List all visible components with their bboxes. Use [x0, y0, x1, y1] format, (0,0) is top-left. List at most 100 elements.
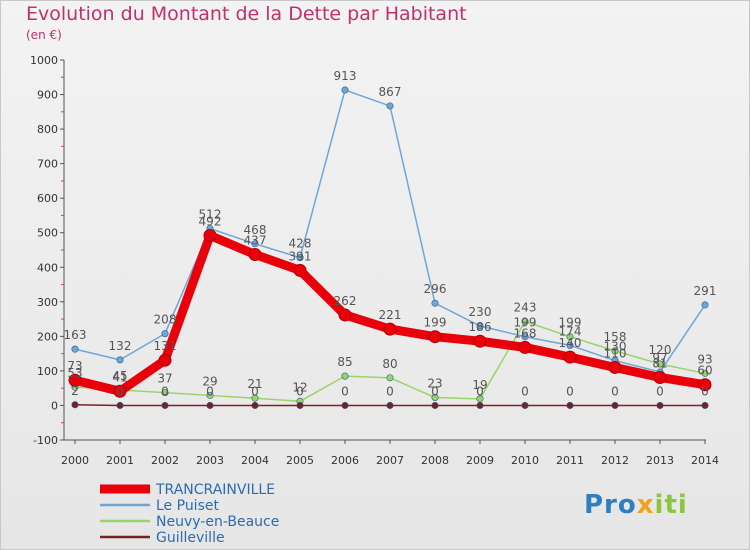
data-point [206, 401, 214, 409]
data-label: 0 [296, 384, 304, 398]
x-tick-label: 2012 [601, 454, 629, 467]
data-point [611, 401, 619, 409]
data-point [251, 240, 259, 248]
data-label: 0 [206, 384, 214, 398]
data-point [161, 330, 169, 338]
data-point [116, 401, 124, 409]
x-tick-label: 2002 [151, 454, 179, 467]
data-label: 0 [611, 384, 619, 398]
data-point [293, 263, 307, 277]
data-label: 0 [701, 384, 709, 398]
data-point [431, 299, 439, 307]
y-tick-label: 1000 [30, 54, 58, 67]
x-tick-label: 2005 [286, 454, 314, 467]
data-point [116, 356, 124, 364]
data-point [296, 254, 304, 262]
data-label: 512 [199, 208, 222, 222]
y-tick-label: 900 [37, 89, 58, 102]
data-point [701, 301, 709, 309]
x-tick-label: 2000 [61, 454, 89, 467]
x-tick-label: 2014 [691, 454, 719, 467]
data-point [341, 401, 349, 409]
data-label: 296 [424, 282, 447, 296]
data-point [206, 391, 214, 399]
data-label: 174 [559, 324, 582, 338]
data-label: 0 [431, 384, 439, 398]
y-tick-label: 0 [51, 399, 58, 412]
data-label: 391 [289, 249, 312, 263]
data-label: 0 [521, 384, 529, 398]
data-label: 0 [476, 384, 484, 398]
data-point [383, 322, 397, 336]
data-label: 262 [334, 294, 357, 308]
data-label: 199 [559, 316, 582, 330]
data-label: 492 [199, 214, 222, 228]
data-point [71, 345, 79, 353]
data-label: 80 [382, 357, 397, 371]
data-label: 93 [697, 352, 712, 366]
data-label: 437 [244, 233, 267, 247]
data-label: 97 [652, 351, 667, 365]
legend-label: Neuvy-en-Beauce [156, 514, 279, 530]
data-label: 243 [514, 301, 537, 315]
data-point [113, 384, 127, 398]
data-point [251, 394, 259, 402]
y-tick-label: 700 [37, 158, 58, 171]
data-point [566, 401, 574, 409]
data-point [203, 228, 217, 242]
data-label: 131 [154, 339, 177, 353]
data-label: 110 [604, 346, 627, 360]
y-tick-label: 100 [37, 365, 58, 378]
data-point [656, 401, 664, 409]
data-point [428, 330, 442, 344]
data-point [338, 308, 352, 322]
data-label: 12 [292, 380, 307, 394]
legend-label: Le Puiset [156, 498, 219, 514]
data-label: 199 [424, 316, 447, 330]
data-point [431, 394, 439, 402]
data-point [386, 374, 394, 382]
data-label: 132 [109, 339, 132, 353]
data-point [158, 353, 172, 367]
y-tick-label: -100 [33, 434, 58, 447]
data-label: 60 [697, 364, 712, 378]
data-label: 73 [67, 359, 82, 373]
data-point [248, 247, 262, 261]
data-label: 23 [427, 377, 442, 391]
data-point [521, 333, 529, 341]
data-label: 85 [337, 355, 352, 369]
data-point [566, 333, 574, 341]
data-point [476, 322, 484, 330]
data-label: 0 [116, 384, 124, 398]
data-point [566, 341, 574, 349]
data-label: 21 [247, 377, 262, 391]
data-label: 0 [656, 384, 664, 398]
data-label: 130 [604, 340, 627, 354]
proxiti-logo: Proxiti [584, 490, 688, 520]
data-label: 199 [514, 316, 537, 330]
data-label: 140 [559, 336, 582, 350]
data-point [653, 370, 667, 384]
chart-title: Evolution du Montant de la Dette par Hab… [26, 3, 467, 25]
data-point [161, 389, 169, 397]
x-tick-label: 2011 [556, 454, 584, 467]
y-tick-label: 500 [37, 227, 58, 240]
data-point [161, 401, 169, 409]
data-point [521, 401, 529, 409]
data-label: 168 [514, 326, 537, 340]
data-point [656, 360, 664, 368]
data-point [476, 401, 484, 409]
data-label: 186 [469, 320, 492, 334]
legend-label: TRANCRAINVILLE [155, 482, 275, 498]
x-tick-label: 2004 [241, 454, 269, 467]
data-label: 120 [649, 343, 672, 357]
data-point [386, 401, 394, 409]
data-label: 163 [64, 328, 87, 342]
data-point [68, 373, 82, 387]
data-label: 230 [469, 305, 492, 319]
data-point [251, 401, 259, 409]
y-tick-label: 200 [37, 330, 58, 343]
x-tick-label: 2008 [421, 454, 449, 467]
